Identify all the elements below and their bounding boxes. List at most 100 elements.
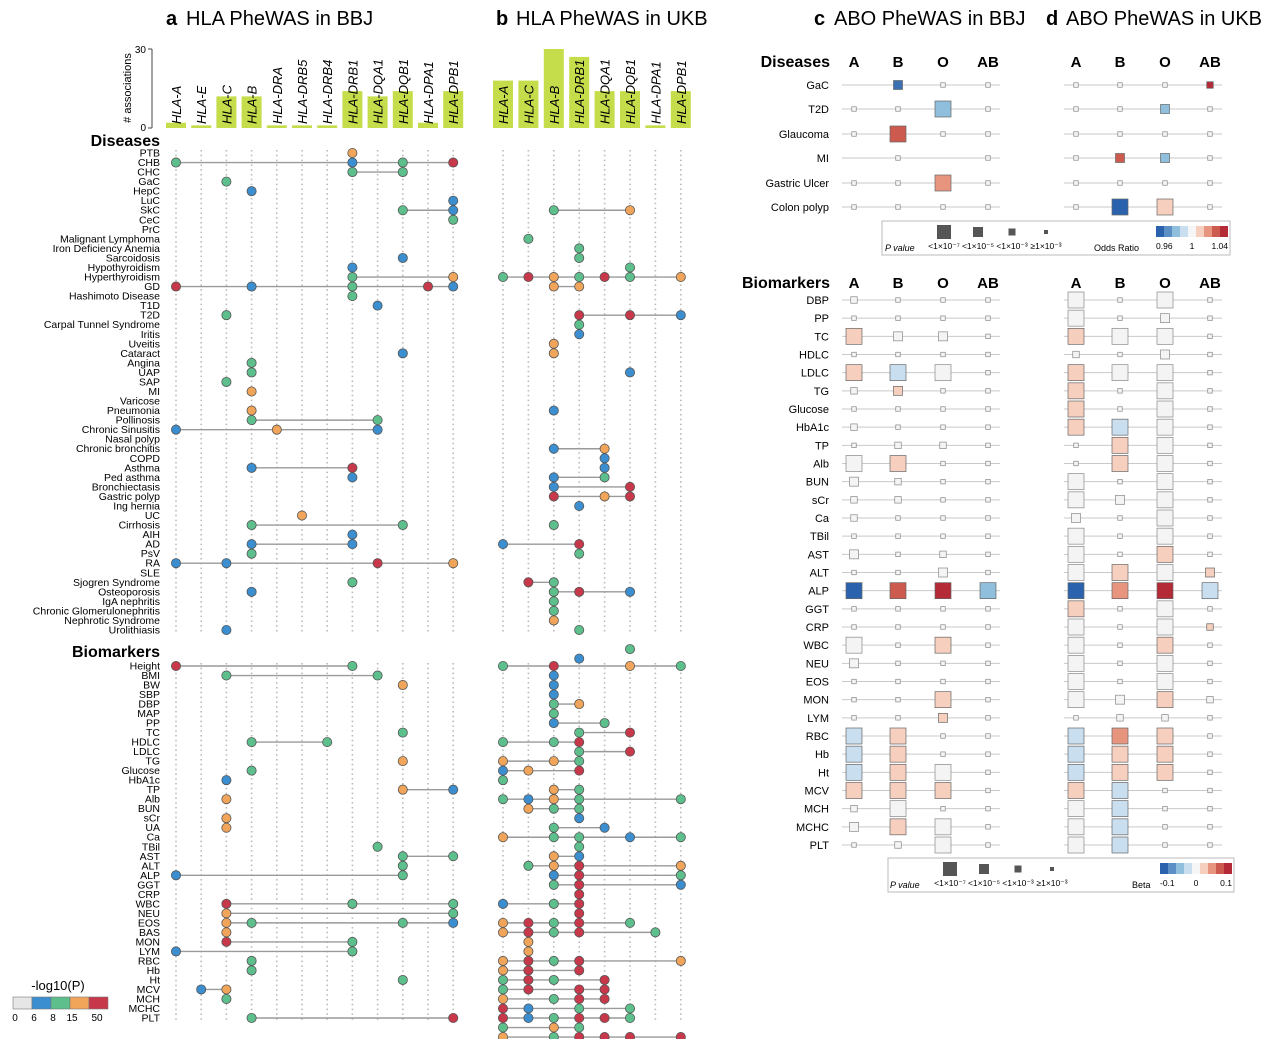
association-point	[397, 252, 408, 263]
abo-cell	[895, 106, 901, 112]
abo-cell	[895, 533, 901, 539]
association-point	[625, 262, 636, 273]
abo-biomarker-label: DBP	[806, 295, 829, 307]
abo-cell	[985, 733, 991, 739]
abo-legend-size-label: ≥1×10⁻³	[1030, 241, 1061, 251]
association-point	[347, 946, 358, 957]
association-point	[221, 794, 232, 805]
association-point	[221, 670, 232, 681]
abo-cell	[1156, 763, 1174, 781]
association-point	[497, 737, 508, 748]
p-legend-swatch	[31, 996, 52, 1010]
abo-cell	[940, 315, 946, 321]
association-point	[574, 746, 585, 757]
abo-cell	[1115, 494, 1125, 505]
abo-cell	[895, 660, 901, 666]
abo-legend-size-label: <1×10⁻⁷	[928, 241, 960, 251]
gene-label: HLA-DPB1	[446, 60, 461, 124]
abo-legend-size-label: <1×10⁻⁵	[968, 878, 1000, 888]
abo-cell	[1071, 513, 1081, 523]
disease-row-label: Chronic Glomerulonephritis	[33, 605, 160, 617]
association-point	[448, 558, 459, 569]
association-point	[221, 984, 232, 995]
disease-row-label: Cirrhosis	[119, 520, 160, 532]
abo-legend-scale-tick: 0.1	[1220, 878, 1232, 888]
abo-cell	[851, 569, 857, 576]
abo-cell	[849, 821, 859, 832]
abo-cell	[940, 424, 946, 430]
biomarker-row-label: BW	[143, 680, 160, 692]
biomarker-row-label: Height	[130, 661, 160, 673]
abo-cell	[985, 155, 991, 161]
abo-cell	[1162, 842, 1168, 848]
association-point	[221, 927, 232, 938]
association-point	[497, 927, 508, 938]
association-point	[523, 1003, 534, 1014]
association-point	[246, 520, 257, 531]
abo-biomarker-label: TG	[814, 386, 829, 398]
abo-cell	[940, 515, 946, 521]
gene-label: HLA-E	[194, 85, 209, 124]
abo-cell	[1162, 806, 1168, 812]
abo-biomarker-label: WBC	[803, 640, 829, 652]
association-point	[548, 851, 559, 862]
abo-cell	[889, 582, 907, 600]
abo-cell	[1207, 642, 1213, 648]
abo-cell	[851, 204, 857, 210]
association-point	[675, 1032, 686, 1043]
abo-cell	[985, 624, 991, 630]
abo-cell	[940, 479, 946, 485]
association-point	[574, 1032, 585, 1043]
association-point	[548, 605, 559, 616]
abo-cell	[851, 678, 857, 685]
disease-row-label: PsV	[141, 548, 160, 560]
association-point	[523, 974, 534, 985]
abo-cell	[851, 842, 857, 848]
abo-legend-size-label: <1×10⁻³	[1002, 878, 1034, 888]
abo-cell	[985, 533, 991, 539]
abo-cell	[851, 351, 857, 358]
abo-biomarker-label: TC	[814, 331, 829, 343]
association-point	[625, 1013, 636, 1024]
abo-cell	[985, 180, 991, 186]
abo-cell	[940, 82, 946, 88]
association-point	[372, 300, 383, 311]
abo-cell	[845, 636, 863, 654]
abo-cell	[934, 582, 952, 600]
association-point	[397, 157, 408, 168]
association-point	[523, 917, 534, 928]
abo-legend-scale-swatch	[1184, 863, 1192, 874]
abo-cell	[845, 763, 863, 781]
association-point	[548, 822, 559, 833]
association-point	[372, 424, 383, 435]
abo-cell	[1207, 297, 1213, 303]
abo-cell	[939, 441, 947, 449]
association-point	[599, 462, 610, 473]
abo-cell	[934, 100, 952, 118]
association-point	[347, 157, 358, 168]
association-point	[246, 386, 257, 397]
abo-cell	[1207, 824, 1213, 830]
abo-group-header: A	[849, 54, 860, 71]
association-point	[347, 167, 358, 178]
abo-group-header: O	[937, 54, 949, 71]
abo-cell	[1117, 479, 1123, 485]
abo-cell	[1207, 388, 1213, 394]
abo-cell	[1073, 155, 1079, 161]
gene-label: HLA-DQB1	[396, 59, 411, 124]
abo-biomarker-label: BUN	[806, 477, 829, 489]
abo-cell	[1111, 745, 1129, 763]
association-point	[548, 1013, 559, 1024]
association-point	[523, 955, 534, 966]
association-point	[170, 661, 181, 672]
abo-biomarker-label: TBil	[810, 531, 829, 543]
association-point	[448, 917, 459, 928]
association-point	[548, 832, 559, 843]
association-point	[625, 917, 636, 928]
association-point	[497, 993, 508, 1004]
abo-cell	[1156, 673, 1174, 690]
association-point	[448, 214, 459, 225]
abo-cell	[893, 331, 903, 342]
association-point	[548, 577, 559, 588]
biomarker-row-label: ALT	[142, 860, 161, 872]
